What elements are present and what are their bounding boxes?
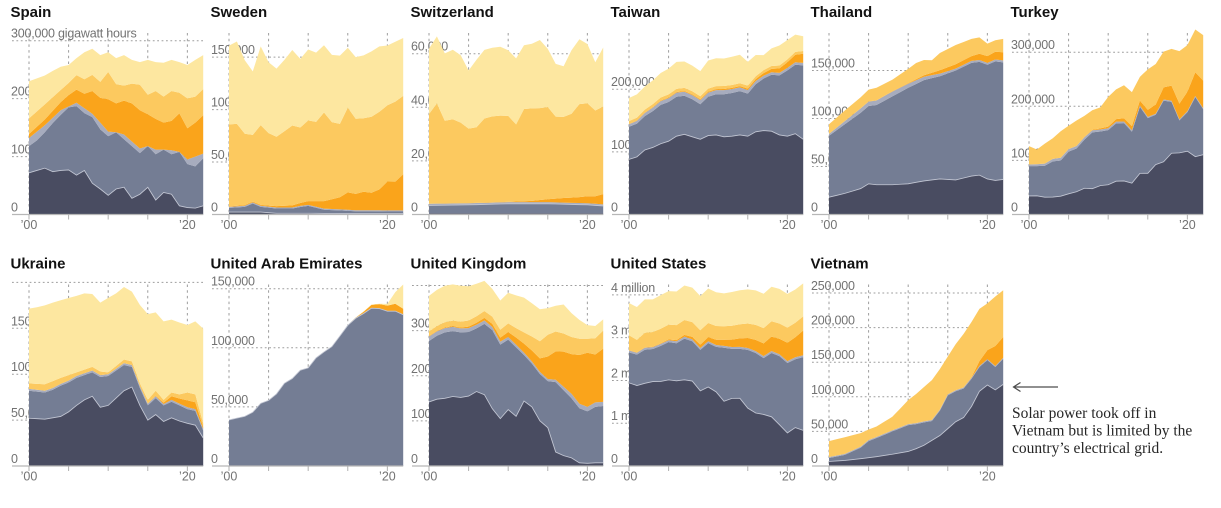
svg-text:’20: ’20 bbox=[1179, 218, 1196, 232]
svg-text:’00: ’00 bbox=[21, 218, 38, 232]
svg-text:’20: ’20 bbox=[379, 218, 396, 232]
svg-text:United Kingdom: United Kingdom bbox=[411, 255, 527, 272]
svg-text:’00: ’00 bbox=[621, 470, 638, 484]
svg-text:Ukraine: Ukraine bbox=[11, 255, 66, 272]
svg-text:0: 0 bbox=[611, 452, 618, 466]
svg-text:’20: ’20 bbox=[779, 218, 796, 232]
svg-text:0: 0 bbox=[811, 201, 818, 215]
svg-text:Taiwan: Taiwan bbox=[611, 4, 661, 21]
svg-text:200,000: 200,000 bbox=[611, 75, 655, 89]
svg-text:’00: ’00 bbox=[621, 218, 638, 232]
svg-text:’00: ’00 bbox=[821, 470, 838, 484]
svg-text:’20: ’20 bbox=[979, 218, 996, 232]
svg-text:’00: ’00 bbox=[821, 218, 838, 232]
svg-text:’00: ’00 bbox=[421, 470, 438, 484]
svg-text:Switzerland: Switzerland bbox=[411, 4, 494, 21]
svg-text:United States: United States bbox=[611, 255, 707, 272]
svg-text:’20: ’20 bbox=[379, 470, 396, 484]
svg-text:’20: ’20 bbox=[179, 218, 196, 232]
svg-text:50,000: 50,000 bbox=[811, 417, 848, 431]
svg-text:300,000: 300,000 bbox=[1011, 38, 1055, 52]
svg-text:0: 0 bbox=[11, 452, 18, 466]
svg-text:150,000: 150,000 bbox=[811, 57, 855, 71]
svg-text:0: 0 bbox=[211, 452, 218, 466]
svg-text:0: 0 bbox=[211, 201, 218, 215]
svg-text:100,000: 100,000 bbox=[211, 334, 255, 348]
svg-text:100,000: 100,000 bbox=[811, 383, 855, 397]
svg-text:’00: ’00 bbox=[1021, 218, 1038, 232]
svg-text:Vietnam: Vietnam bbox=[811, 255, 869, 272]
svg-text:Thailand: Thailand bbox=[811, 4, 873, 21]
svg-text:’00: ’00 bbox=[421, 218, 438, 232]
svg-text:’00: ’00 bbox=[221, 218, 238, 232]
svg-text:300,000 gigawatt hours: 300,000 gigawatt hours bbox=[11, 27, 137, 41]
svg-text:50,000: 50,000 bbox=[211, 393, 248, 407]
svg-text:0: 0 bbox=[1011, 201, 1018, 215]
svg-text:’20: ’20 bbox=[179, 470, 196, 484]
svg-text:’00: ’00 bbox=[21, 470, 38, 484]
svg-text:Vietnam but is limited by the: Vietnam but is limited by the bbox=[1012, 423, 1192, 440]
svg-text:250,000: 250,000 bbox=[811, 279, 855, 293]
svg-text:200,000: 200,000 bbox=[1011, 92, 1055, 106]
svg-text:’20: ’20 bbox=[579, 218, 596, 232]
svg-text:200,000: 200,000 bbox=[811, 314, 855, 328]
svg-text:’00: ’00 bbox=[221, 470, 238, 484]
svg-text:’20: ’20 bbox=[779, 470, 796, 484]
svg-text:4 million: 4 million bbox=[611, 281, 655, 295]
svg-text:country’s electrical grid.: country’s electrical grid. bbox=[1012, 440, 1163, 457]
svg-text:0: 0 bbox=[411, 201, 418, 215]
svg-text:Spain: Spain bbox=[11, 4, 52, 21]
svg-text:United Arab Emirates: United Arab Emirates bbox=[211, 255, 363, 272]
svg-text:150,000: 150,000 bbox=[811, 348, 855, 362]
svg-text:0: 0 bbox=[811, 452, 818, 466]
svg-text:150,000: 150,000 bbox=[211, 275, 255, 289]
svg-text:Solar power took off in: Solar power took off in bbox=[1012, 405, 1157, 422]
svg-text:Turkey: Turkey bbox=[1011, 4, 1060, 21]
svg-text:0: 0 bbox=[611, 201, 618, 215]
svg-text:’20: ’20 bbox=[979, 470, 996, 484]
svg-text:0: 0 bbox=[11, 201, 18, 215]
svg-text:’20: ’20 bbox=[579, 470, 596, 484]
svg-text:Sweden: Sweden bbox=[211, 4, 268, 21]
svg-text:0: 0 bbox=[411, 452, 418, 466]
